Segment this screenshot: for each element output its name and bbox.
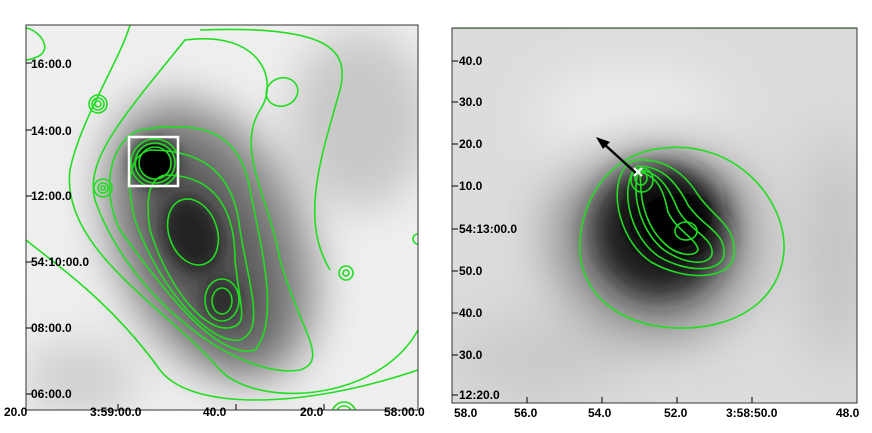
left-core-source (137, 145, 171, 179)
left-x-tick-marks (117, 404, 325, 410)
right-y-tick-label: 30.0 (459, 95, 483, 109)
left-y-tick-label: 14:00.0 (31, 124, 72, 138)
right-y-tick-label: 50.0 (459, 264, 483, 278)
left-contour-map: 16:00.0 14:00.0 12:00.0 54:10:00.0 08:00… (4, 24, 425, 419)
left-y-tick-label: 08:00.0 (31, 321, 72, 335)
right-y-tick-label: 10.0 (459, 179, 483, 193)
right-image-panel: 40.0 30.0 20.0 10.0 54:13:00.0 50.0 40.0… (436, 0, 872, 433)
right-source-core (594, 164, 726, 296)
left-y-tick-marks (26, 62, 32, 395)
right-y-tick-label: 12:20.0 (459, 388, 500, 402)
position-cross (633, 167, 643, 177)
left-x-tick-label: 3:59:00.0 (90, 405, 142, 419)
direction-arrow (603, 143, 638, 175)
right-contour-map: 40.0 30.0 20.0 10.0 54:13:00.0 50.0 40.0… (451, 27, 860, 420)
right-x-tick-label: 52.0 (664, 406, 688, 420)
left-y-tick-label: 06:00.0 (31, 387, 72, 401)
right-x-tick-label: 48.0 (836, 406, 860, 420)
right-x-tick-label: 58.0 (454, 406, 478, 420)
left-frame (25, 24, 419, 411)
right-contours (452, 28, 857, 329)
right-y-tick-label: 54:13:00.0 (459, 222, 517, 236)
left-x-tick-label: 20.0 (4, 405, 28, 419)
right-y-tick-label: 30.0 (459, 348, 483, 362)
right-x-tick-label: 54.0 (588, 406, 612, 420)
right-x-tick-marks (526, 397, 753, 403)
left-y-tick-label: 54:10:00.0 (31, 255, 89, 269)
right-y-tick-label: 40.0 (459, 306, 483, 320)
left-x-tick-label: 40.0 (203, 405, 227, 419)
right-y-tick-label: 40.0 (459, 54, 483, 68)
left-y-tick-label: 16:00.0 (31, 57, 72, 71)
right-y-tick-label: 20.0 (459, 137, 483, 151)
left-contours (26, 25, 418, 410)
left-x-tick-label: 20.0 (300, 405, 324, 419)
right-x-tick-label: 3:58:50.0 (726, 406, 778, 420)
zoom-box (127, 135, 180, 188)
left-y-tick-label: 12:00.0 (31, 189, 72, 203)
right-x-tick-label: 56.0 (514, 406, 538, 420)
arrow-head (596, 137, 610, 149)
right-frame (451, 27, 858, 404)
left-image-panel: 16:00.0 14:00.0 12:00.0 54:10:00.0 08:00… (4, 24, 425, 419)
right-y-tick-marks (452, 60, 458, 396)
left-x-tick-label: 58:00.0 (384, 405, 425, 419)
